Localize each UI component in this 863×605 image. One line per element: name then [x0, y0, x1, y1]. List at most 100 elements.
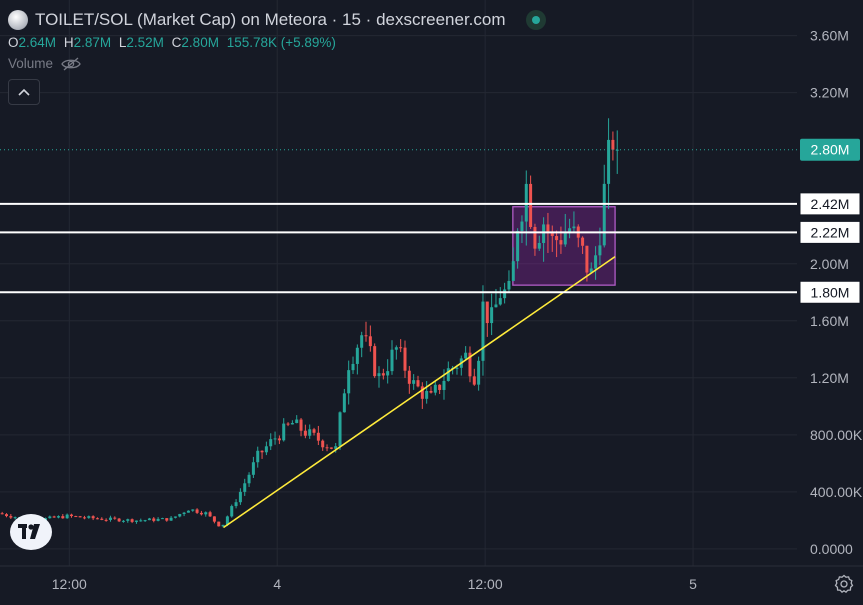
candle-body — [446, 368, 450, 381]
candle-body — [121, 520, 125, 522]
candle-body — [286, 423, 290, 425]
coin-logo-icon[interactable] — [8, 10, 28, 30]
candle-body — [399, 347, 403, 349]
y-tick-label: 3.60M — [810, 28, 849, 44]
candle-body — [212, 516, 216, 522]
trendline-layer — [223, 255, 616, 529]
eye-off-icon[interactable] — [61, 57, 81, 71]
candle-body — [173, 516, 177, 518]
ohlc-open-value: 2.64M — [18, 35, 57, 50]
ohlc-high-value: 2.87M — [73, 35, 112, 50]
candle-body — [572, 226, 576, 229]
candle-body — [581, 237, 585, 246]
candle-body — [74, 516, 78, 518]
candle-body — [269, 439, 273, 447]
candle-body — [585, 245, 589, 273]
candle-body — [429, 390, 433, 393]
candle-body — [273, 438, 277, 440]
candle-body — [56, 516, 60, 518]
chart-header: TOILET/SOL (Market Cap) on Meteora · 15 … — [8, 6, 546, 105]
candle-body — [615, 149, 619, 151]
ohlc-close-value: 2.80M — [181, 35, 219, 50]
candle-body — [360, 335, 364, 348]
candle-body — [282, 423, 286, 441]
ohlc-low-key: L — [118, 35, 127, 50]
y-tick-label: 800.00K — [810, 427, 863, 443]
candle-body — [381, 373, 385, 376]
candle-body — [247, 474, 251, 484]
candle-body — [290, 423, 294, 425]
candle-body — [364, 335, 368, 337]
gear-icon[interactable] — [834, 574, 854, 594]
candle-body — [589, 268, 593, 273]
candle-body — [260, 450, 264, 453]
ohlc-high-key: H — [63, 35, 74, 50]
candle-body — [117, 518, 121, 522]
level-tag-bg — [799, 220, 861, 244]
candle-body — [160, 518, 164, 520]
x-tick-label: 4 — [273, 576, 281, 592]
candle-body — [238, 491, 242, 503]
candle-body — [225, 516, 229, 525]
candle-body — [82, 517, 86, 519]
candle-body — [108, 517, 112, 520]
y-axis: 0.0000 400.00K 800.00K 1.20M 1.60M 2.00M 3.20M… — [810, 28, 863, 557]
candle-body — [95, 518, 99, 520]
candle-body — [69, 514, 73, 517]
candle-body — [251, 462, 255, 475]
candle-body — [182, 512, 186, 515]
candle-body — [208, 512, 212, 517]
chart-title: TOILET/SOL (Market Cap) on Meteora · 15 … — [35, 10, 506, 29]
candle-body — [156, 518, 160, 521]
collapse-legend-button[interactable] — [8, 79, 40, 105]
candle-body — [91, 516, 95, 519]
candle-body — [165, 518, 169, 521]
y-tick-label: 1.20M — [810, 370, 849, 386]
candle-body — [355, 347, 359, 364]
candle-body — [373, 346, 377, 377]
candle-body — [438, 384, 442, 390]
candle-body — [386, 371, 390, 376]
candle-body — [520, 221, 524, 232]
candle-body — [542, 224, 546, 244]
candles-layer — [0, 118, 619, 528]
candle-body — [442, 380, 446, 390]
x-tick-label: 12:00 — [468, 576, 503, 592]
candle-body — [368, 336, 372, 347]
candle-body — [477, 360, 481, 385]
candle-body — [147, 518, 151, 521]
candle-body — [342, 393, 346, 413]
x-axis: 12:00 4 12:00 5 — [0, 565, 863, 592]
candle-body — [13, 517, 17, 519]
candle-body — [498, 298, 502, 305]
candle-body — [316, 432, 320, 441]
ohlc-change: 155.78K (+5.89%) — [226, 35, 336, 50]
chevron-up-icon — [18, 88, 30, 96]
tradingview-logo-icon[interactable] — [10, 514, 52, 550]
y-tick-label: 2.00M — [810, 256, 849, 272]
candle-body — [295, 419, 299, 424]
volume-legend[interactable]: Volume — [8, 56, 546, 71]
candle-body — [464, 352, 468, 359]
candle-body — [563, 233, 567, 245]
level-tag-label: 2.22M — [811, 224, 850, 240]
candle-body — [299, 419, 303, 431]
chart-x-grid — [68, 0, 694, 566]
candle-body — [481, 301, 485, 361]
candle-body — [511, 261, 515, 281]
candle-body — [100, 518, 104, 520]
candle-body — [390, 349, 394, 372]
candle-body — [204, 512, 208, 515]
current-price-tag-bg — [800, 138, 860, 161]
candle-body — [61, 516, 65, 519]
trendline — [223, 255, 616, 529]
candle-body — [230, 506, 234, 517]
y-tick-label: 1.60M — [810, 313, 849, 329]
level-tag-bg — [799, 280, 861, 304]
price-tags-layer: 2.42M 2.22M 1.80M 2.80M — [799, 138, 861, 304]
ohlc-legend: O2.64M H2.87M L2.52M C2.80M 155.78K (+5.… — [8, 35, 546, 50]
candle-body — [425, 390, 429, 399]
candle-body — [394, 347, 398, 350]
candle-body — [507, 280, 511, 290]
